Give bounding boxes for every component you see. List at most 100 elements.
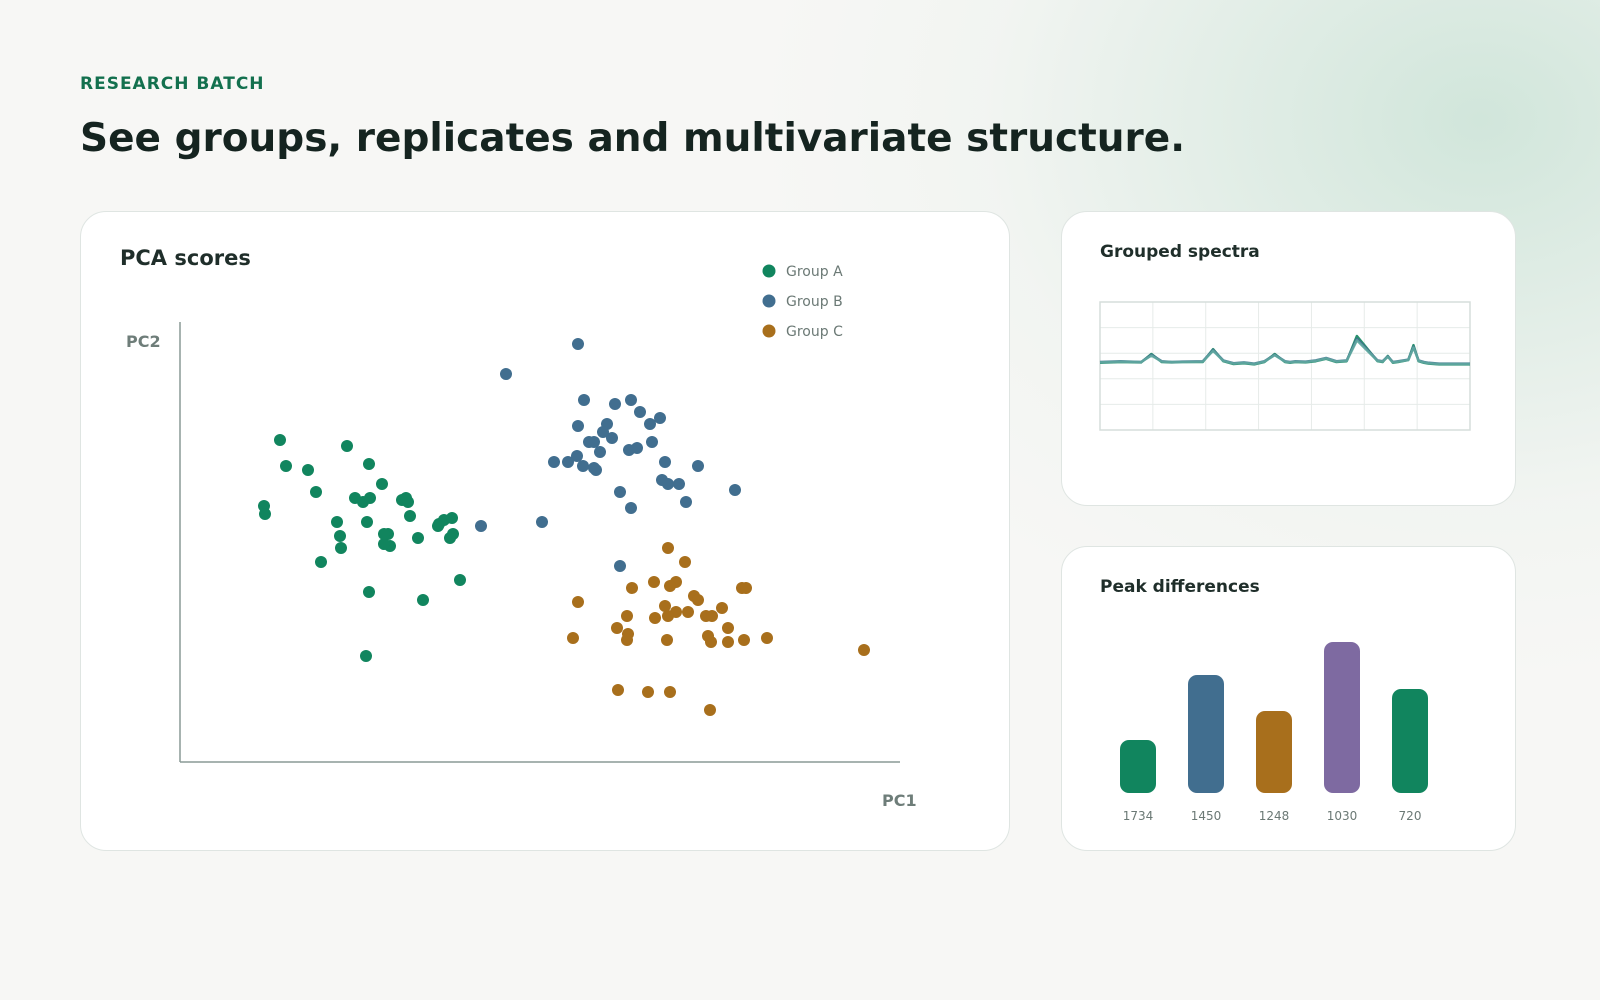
scatter-point-group-c <box>722 622 734 634</box>
peak-bar-1030 <box>1324 642 1360 793</box>
page-headline: See groups, replicates and multivariate … <box>80 116 1186 161</box>
legend-label-group-b: Group B <box>786 294 843 310</box>
spectra-line-plot <box>1099 301 1471 431</box>
scatter-point-group-c <box>722 636 734 648</box>
scatter-point-group-c <box>738 634 750 646</box>
scatter-point-group-c <box>621 610 633 622</box>
legend-label-group-a: Group A <box>786 264 843 280</box>
peak-bar-1450 <box>1188 675 1224 793</box>
peak-differences-card: Peak differences 1734 1450 1248 1030 720 <box>1061 546 1516 851</box>
legend-marker-group-b <box>762 294 776 308</box>
scatter-point-group-b <box>614 486 626 498</box>
scatter-point-group-c <box>662 610 674 622</box>
scatter-point-group-a <box>361 516 373 528</box>
scatter-point-group-a <box>432 520 444 532</box>
peak-label-720: 720 <box>1399 809 1422 823</box>
peak-labels-group: 1734 1450 1248 1030 720 <box>1123 809 1422 823</box>
scatter-point-group-b <box>597 426 609 438</box>
legend-marker-group-a <box>762 264 776 278</box>
scatter-point-group-c <box>706 610 718 622</box>
scatter-point-group-b <box>548 456 560 468</box>
scatter-point-group-c <box>702 630 714 642</box>
peak-label-1030: 1030 <box>1327 809 1358 823</box>
scatter-point-group-b <box>577 460 589 472</box>
scatter-point-group-c <box>659 600 671 612</box>
scatter-point-group-b <box>659 456 671 468</box>
scatter-point-group-a <box>363 458 375 470</box>
peak-bar-720 <box>1392 689 1428 793</box>
scatter-point-group-a <box>302 464 314 476</box>
peak-bar-1248 <box>1256 711 1292 793</box>
scatter-point-group-a <box>334 530 346 542</box>
scatter-point-group-b <box>588 462 600 474</box>
scatter-point-group-c <box>648 576 660 588</box>
scatter-point-group-c <box>611 622 623 634</box>
scatter-point-group-c <box>858 644 870 656</box>
scatter-point-group-c <box>649 612 661 624</box>
spectra-chart-title: Grouped spectra <box>1100 242 1260 262</box>
scatter-point-group-a <box>376 478 388 490</box>
scatter-point-group-a <box>364 492 376 504</box>
peak-label-1248: 1248 <box>1259 809 1290 823</box>
scatter-point-group-b <box>680 496 692 508</box>
scatter-point-group-a <box>360 650 372 662</box>
scatter-point-group-a <box>404 510 416 522</box>
peak-bars-group <box>1120 642 1428 793</box>
pca-legend: Group A Group B Group C <box>762 264 843 340</box>
scatter-point-group-b <box>606 432 618 444</box>
scatter-point-group-c <box>621 634 633 646</box>
pca-scatter-plot: PC2 PC1 Group A Group B Group C <box>126 264 917 810</box>
pca-chart-title: PCA scores <box>120 246 251 270</box>
scatter-point-group-a <box>363 586 375 598</box>
scatter-point-group-c <box>682 606 694 618</box>
scatter-point-group-b <box>609 398 621 410</box>
scatter-point-group-b <box>572 420 584 432</box>
scatter-point-group-c <box>664 580 676 592</box>
peak-label-1450: 1450 <box>1191 809 1222 823</box>
spectra-grid <box>1100 302 1470 430</box>
spectrum-line-3 <box>1099 339 1470 366</box>
scatter-point-group-a <box>444 532 456 544</box>
peak-bar-1734 <box>1120 740 1156 793</box>
scatter-point-group-b <box>594 446 606 458</box>
scatter-point-group-b <box>583 436 595 448</box>
scatter-point-group-b <box>562 456 574 468</box>
scatter-point-group-c <box>662 542 674 554</box>
legend-marker-group-c <box>762 324 776 338</box>
scatter-point-group-a <box>331 516 343 528</box>
scatter-point-group-b <box>578 394 590 406</box>
scatter-point-group-c <box>572 596 584 608</box>
y-axis-label: PC2 <box>126 332 161 351</box>
scatter-point-group-b <box>673 478 685 490</box>
scatter-point-group-c <box>716 602 728 614</box>
scatter-point-group-a <box>335 542 347 554</box>
scatter-point-group-b <box>625 502 637 514</box>
scatter-point-group-b <box>536 516 548 528</box>
scatter-point-group-b <box>625 394 637 406</box>
scatter-point-group-a <box>378 538 390 550</box>
scatter-point-group-a <box>259 508 271 520</box>
scatter-point-group-c <box>761 632 773 644</box>
scatter-point-group-a <box>400 492 412 504</box>
scatter-point-group-b <box>500 368 512 380</box>
spectra-lines-group <box>1099 334 1470 366</box>
scatter-point-group-c <box>661 634 673 646</box>
scatter-point-group-a <box>417 594 429 606</box>
scatter-point-group-b <box>654 412 666 424</box>
spectra-plot-frame <box>1099 301 1471 431</box>
scatter-point-group-a <box>315 556 327 568</box>
scatter-point-group-a <box>280 460 292 472</box>
scatter-point-group-b <box>729 484 741 496</box>
scatter-point-group-b <box>662 478 674 490</box>
scatter-point-group-c <box>642 686 654 698</box>
scatter-point-group-c <box>612 684 624 696</box>
scatter-point-group-b <box>692 460 704 472</box>
peaks-chart-title: Peak differences <box>1100 577 1260 597</box>
scatter-point-group-a <box>412 532 424 544</box>
scatter-point-group-c <box>664 686 676 698</box>
scatter-point-group-b <box>614 560 626 572</box>
scatter-point-group-b <box>634 406 646 418</box>
scatter-point-group-a <box>341 440 353 452</box>
scatter-point-group-a <box>310 486 322 498</box>
scatter-point-group-c <box>626 582 638 594</box>
